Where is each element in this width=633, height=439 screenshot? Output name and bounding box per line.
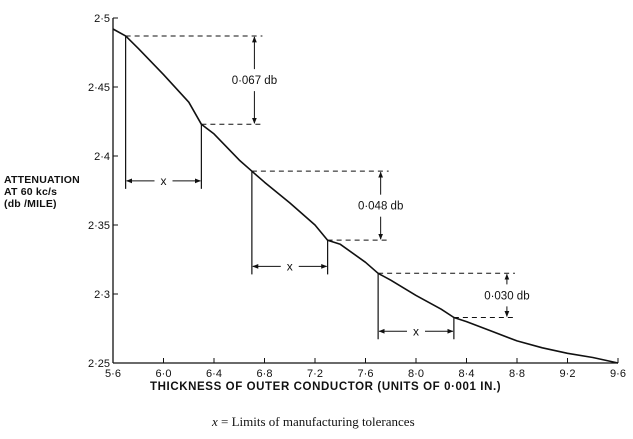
x-tick-label: 8·8 bbox=[509, 368, 525, 380]
caption-variable: x bbox=[212, 414, 218, 429]
y-tick-label: 2·35 bbox=[88, 220, 110, 232]
x-tick-label: 6·8 bbox=[257, 368, 273, 380]
y-tick-label: 2·45 bbox=[88, 82, 110, 94]
y-tick-label: 2·5 bbox=[94, 13, 110, 25]
caption-text: = Limits of manufacturing tolerances bbox=[217, 414, 415, 429]
x-tick-label: 6·0 bbox=[156, 368, 172, 380]
x-axis-label: THICKNESS OF OUTER CONDUCTOR (UNITS OF 0… bbox=[150, 381, 502, 393]
x-tick-label: 9·6 bbox=[610, 368, 626, 380]
x-tick-label: 7·6 bbox=[358, 368, 374, 380]
x-tick-label: 9·2 bbox=[560, 368, 576, 380]
tolerance-x-label: x bbox=[413, 324, 419, 338]
tick-group: 5·6 6·0 6·4 6·8 7·2 7·6 8·0 8·4 8·8 9·2 9·6 2·25 2·3… bbox=[88, 13, 626, 380]
delta-label: 0·030 db bbox=[484, 290, 529, 302]
tolerance-annotation-2: x 0·048 db bbox=[251, 170, 403, 275]
tolerance-x-label: x bbox=[161, 174, 167, 188]
delta-label: 0·048 db bbox=[358, 201, 403, 213]
x-tick-label: 8·4 bbox=[459, 368, 475, 380]
x-tick-label: 7·2 bbox=[307, 368, 323, 380]
attenuation-curve bbox=[112, 28, 619, 364]
tolerance-annotation-1: x 0·067 db bbox=[125, 35, 277, 189]
x-tick-label: 6·4 bbox=[206, 368, 222, 380]
y-axis-label-line-2: AT 60 kc/s bbox=[4, 186, 58, 198]
tolerance-annotation-3: x 0·030 db bbox=[377, 272, 530, 340]
y-axis-label-line-1: ATTENUATION bbox=[4, 174, 80, 186]
tolerance-x-label: x bbox=[287, 259, 293, 273]
y-axis-label-line-3: (db /MILE) bbox=[4, 198, 57, 210]
y-tick-label: 2·25 bbox=[88, 358, 110, 370]
x-tick-label: 5·6 bbox=[105, 368, 121, 380]
caption: x = Limits of manufacturing tolerances bbox=[212, 414, 532, 430]
y-axis-label: ATTENUATION AT 60 kc/s (db /MILE) bbox=[4, 174, 88, 210]
series-group bbox=[112, 28, 619, 364]
x-tick-label: 8·0 bbox=[408, 368, 424, 380]
axes bbox=[112, 18, 618, 364]
y-tick-label: 2·3 bbox=[94, 289, 110, 301]
delta-label: 0·067 db bbox=[232, 75, 277, 87]
annotation-group: x 0·067 db x 0·048 db x 0·030 db bbox=[125, 35, 530, 340]
y-tick-label: 2·4 bbox=[94, 151, 110, 163]
